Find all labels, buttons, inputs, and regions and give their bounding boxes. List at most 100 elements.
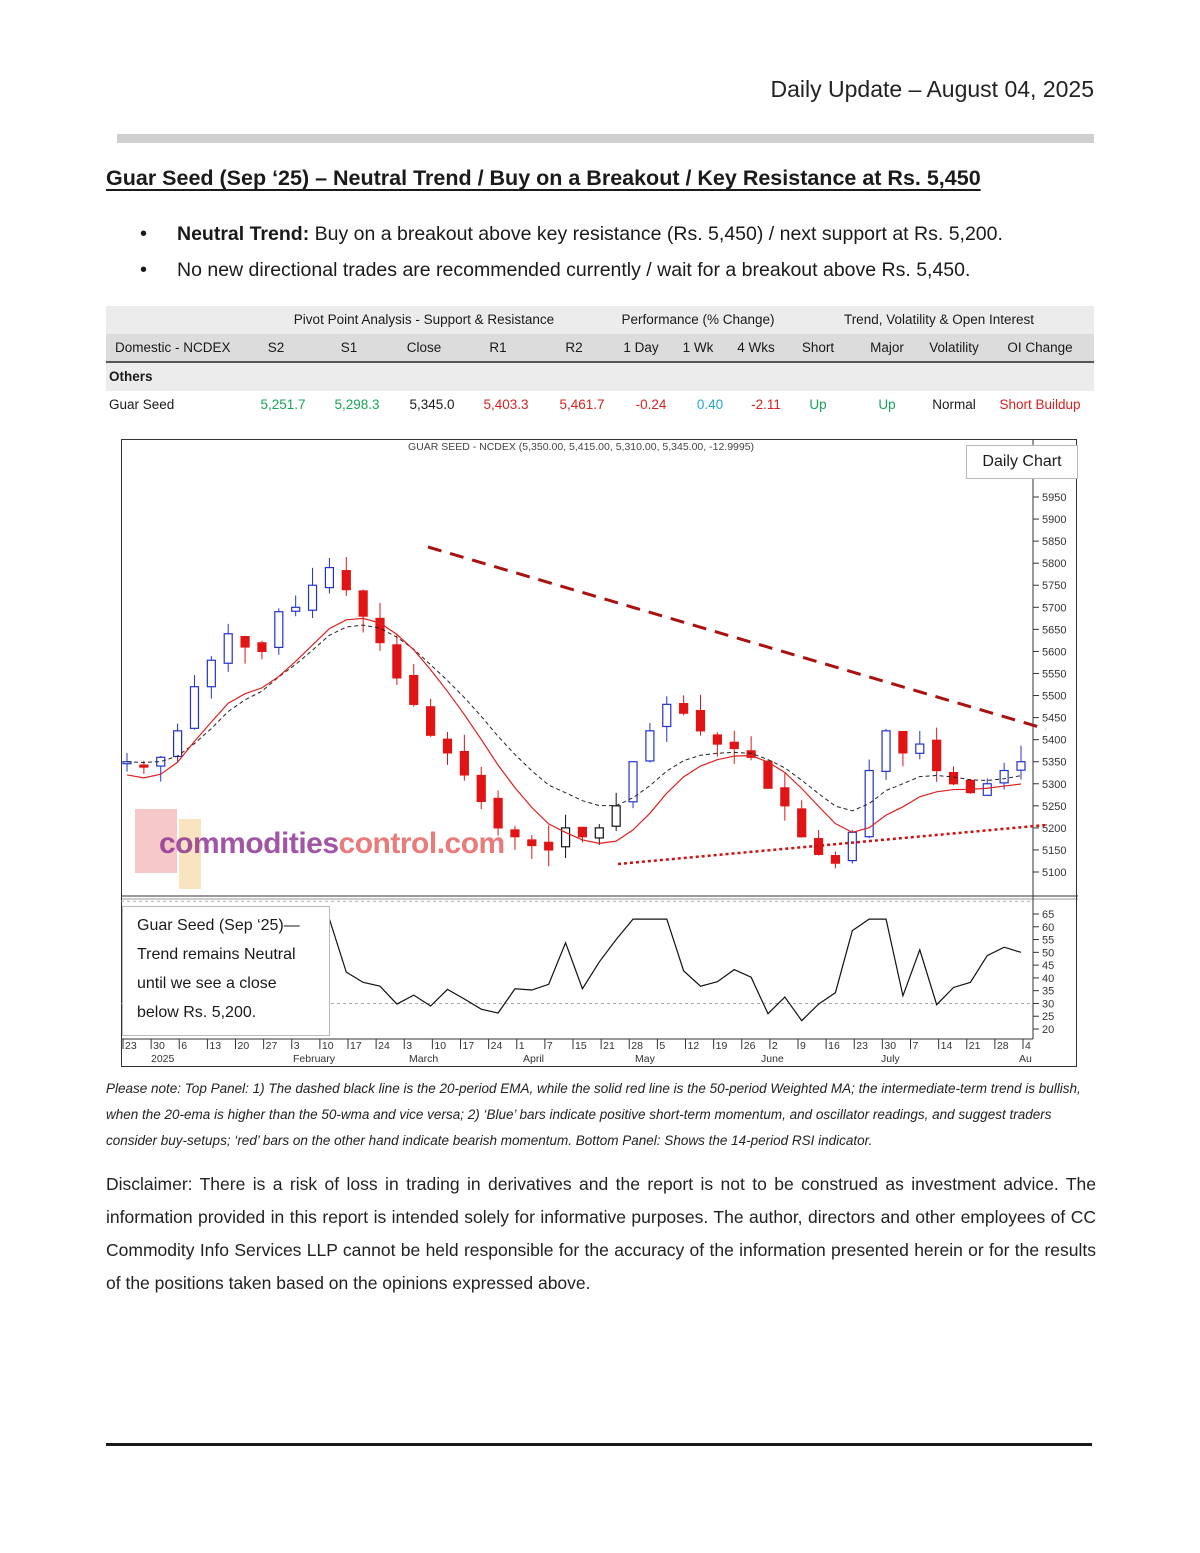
candle-body [510, 829, 520, 838]
candle-body [392, 644, 402, 679]
price-tick-label: 5450 [1042, 713, 1066, 725]
x-tick-label: 28 [631, 1040, 643, 1052]
x-tick-label: 15 [575, 1040, 587, 1052]
candle-body [746, 750, 756, 758]
cell-1day: -0.24 [635, 397, 667, 412]
resistance-trendline [427, 545, 1047, 731]
candle-body [189, 686, 200, 729]
x-tick-label: 10 [434, 1040, 446, 1052]
candle-body [729, 741, 739, 750]
key-point: Neutral Trend: Buy on a breakout above k… [140, 222, 1003, 246]
price-tick-label: 5100 [1042, 867, 1066, 879]
candle-body [1016, 761, 1026, 771]
candle-body [459, 750, 469, 776]
candle-body [493, 797, 503, 829]
col-domestic: Domestic - NCDEX [115, 340, 231, 355]
col-short: Short [801, 340, 835, 355]
candle-body [409, 674, 419, 705]
ema-20-line [126, 624, 1022, 812]
watermark-icon [135, 809, 201, 889]
col-1wk: 1 Wk [682, 340, 714, 355]
candle-body [965, 779, 975, 794]
rsi-annotation: Guar Seed (Sep ‘25)— Trend remains Neutr… [122, 906, 330, 1036]
x-tick-label: 24 [378, 1040, 390, 1052]
col-r1: R1 [489, 340, 507, 355]
price-tick-label: 5250 [1042, 801, 1066, 813]
pivot-table: Pivot Point Analysis - Support & Resista… [106, 306, 1094, 419]
x-tick-label: 26 [744, 1040, 756, 1052]
cell-s2: 5,251.7 [260, 397, 306, 412]
price-tick-label: 5600 [1042, 646, 1066, 658]
rsi-tick-label: 60 [1042, 922, 1054, 934]
rsi-tick-label: 40 [1042, 973, 1054, 985]
candle-body [240, 636, 250, 648]
key-point-text: Buy on a breakout above key resistance (… [309, 223, 1003, 245]
price-tick-label: 5750 [1042, 580, 1066, 592]
candle-body [324, 566, 335, 589]
watermark-text: commoditiescontrol.com [159, 827, 505, 860]
x-tick-label: 1 [519, 1040, 525, 1052]
candle-body [881, 730, 891, 772]
price-tick-label: 5900 [1042, 514, 1066, 526]
candle-body [763, 760, 773, 789]
col-4wks: 4 Wks [737, 340, 775, 355]
candle-body [797, 808, 807, 838]
price-tick-label: 5850 [1042, 536, 1066, 548]
key-point-label: Neutral Trend: [177, 223, 310, 245]
x-tick-label: 7 [913, 1040, 919, 1052]
month-label: March [409, 1053, 438, 1065]
cell-1wk: 0.40 [696, 397, 724, 412]
table-column-header: Domestic - NCDEX S2 S1 Close R1 R2 1 Day… [106, 334, 1094, 363]
price-tick-label: 5200 [1042, 823, 1066, 835]
candle-body [898, 730, 908, 754]
cell-oi: Short Buildup [999, 397, 1081, 412]
chart-type-label: Daily Chart [966, 445, 1078, 479]
x-tick-label: 3 [294, 1040, 300, 1052]
chart-footnote: Please note: Top Panel: 1) The dashed bl… [106, 1081, 1081, 1148]
cell-close: 5,345.0 [409, 397, 455, 412]
footer-divider [106, 1443, 1092, 1446]
rsi-tick-label: 65 [1042, 909, 1054, 921]
x-tick-label: 6 [181, 1040, 187, 1052]
cell-volatility: Normal [932, 397, 976, 412]
table-section-row: Others [106, 363, 1094, 391]
candle-body [847, 831, 857, 862]
group-trend: Trend, Volatility & Open Interest [843, 312, 1035, 327]
candle-body [544, 841, 554, 851]
section-label: Others [109, 369, 153, 384]
price-tick-label: 5650 [1042, 624, 1066, 636]
month-label: July [881, 1053, 900, 1065]
price-tick-label: 5950 [1042, 492, 1066, 504]
x-tick-label: 7 [547, 1040, 553, 1052]
price-tick-label: 5150 [1042, 845, 1066, 857]
x-axis: 23 30 6 13 20 27 3 10 17 24 3 10 17 24 1 7 15 21 28 5 12 19 26… [122, 1039, 1032, 1065]
month-label: February [293, 1053, 336, 1065]
key-points-list: Neutral Trend: Buy on a breakout above k… [140, 222, 1003, 294]
candle-body [712, 734, 722, 745]
col-close: Close [406, 340, 442, 355]
x-tick-label: 21 [969, 1040, 981, 1052]
cell-r2: 5,461.7 [559, 397, 605, 412]
key-point: No new directional trades are recommende… [140, 258, 1003, 282]
price-tick-label: 5350 [1042, 757, 1066, 769]
x-tick-label: 23 [125, 1040, 137, 1052]
candle-body [223, 633, 233, 664]
month-label: June [761, 1053, 784, 1065]
x-tick-label: 13 [209, 1040, 221, 1052]
x-tick-label: 9 [800, 1040, 806, 1052]
col-s2: S2 [267, 340, 285, 355]
rsi-tick-label: 20 [1042, 1024, 1054, 1036]
candle-body [307, 584, 318, 611]
axis-ticks: 5950 5900 5850 5800 5750 5700 5650 5600 5550 5500… [1033, 492, 1066, 1036]
candle-body [476, 774, 486, 803]
x-tick-label: 30 [153, 1040, 165, 1052]
candle-body [982, 783, 992, 796]
chart-title: GUAR SEED - NCDEX (5,350.00, 5,415.00, 5… [408, 441, 754, 453]
watermark-logo: commoditiescontrol.com [135, 809, 505, 893]
x-tick-label: 19 [716, 1040, 728, 1052]
candle-body [695, 709, 706, 732]
table-row: Guar Seed 5,251.7 5,298.3 5,345.0 5,403.… [106, 391, 1094, 419]
candle-body [915, 743, 925, 754]
table-group-header: Pivot Point Analysis - Support & Resista… [106, 306, 1094, 334]
x-tick-label: 16 [828, 1040, 840, 1052]
